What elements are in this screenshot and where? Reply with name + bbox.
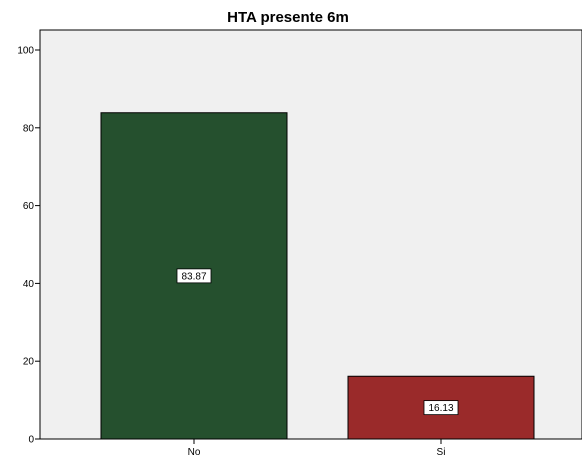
x-tick-label: No <box>188 447 201 458</box>
y-tick-label: 0 <box>28 435 34 446</box>
x-tick-label: Si <box>437 447 446 458</box>
x-axis: No Si <box>188 439 446 458</box>
data-label: 83.87 <box>181 271 206 282</box>
data-label: 16.13 <box>428 403 453 414</box>
y-tick-label: 80 <box>23 123 35 134</box>
data-label-box <box>423 400 459 416</box>
chart-title: HTA presente 6m <box>227 9 349 26</box>
data-label-box <box>176 268 212 284</box>
y-tick-label: 60 <box>23 201 35 212</box>
y-tick-label: 40 <box>23 279 35 290</box>
y-tick-label: 20 <box>23 357 35 368</box>
bars: 83.87 16.13 <box>100 112 535 440</box>
y-axis: 0 20 40 60 80 100 <box>17 46 40 446</box>
y-tick-label: 100 <box>17 46 34 57</box>
